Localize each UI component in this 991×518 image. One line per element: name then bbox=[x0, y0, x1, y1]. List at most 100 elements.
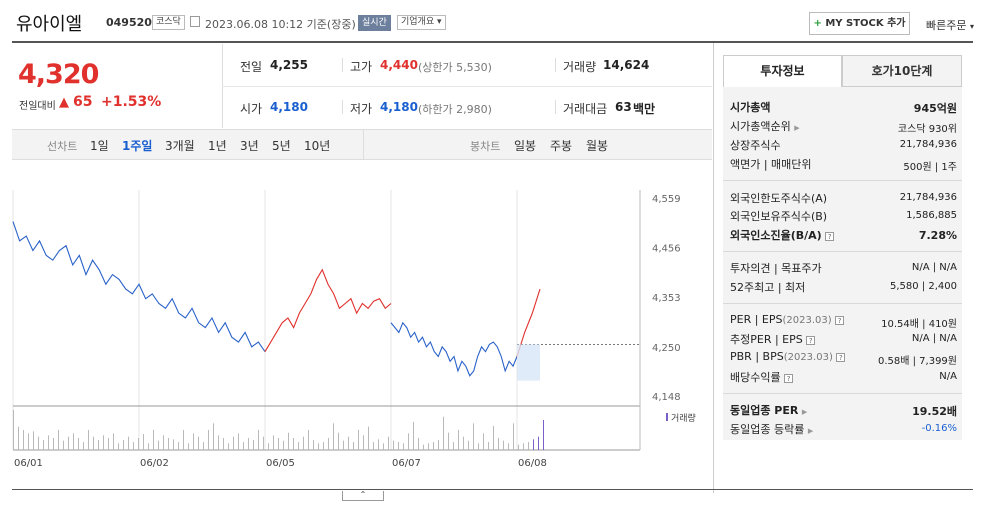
volume-bar bbox=[63, 440, 64, 450]
volume-value: 14,624 bbox=[603, 58, 650, 72]
price-series-line bbox=[516, 288, 541, 357]
tab-invest-info[interactable]: 투자정보 bbox=[723, 55, 842, 87]
company-overview-dropdown[interactable]: 기업개요 ▾ bbox=[397, 15, 446, 30]
volume-bar bbox=[233, 436, 234, 450]
volume-legend-swatch bbox=[666, 413, 668, 421]
line-chart-label: 선차트 bbox=[47, 140, 78, 153]
tab-1week[interactable]: 1주일 bbox=[122, 139, 153, 153]
x-tick-label: 06/07 bbox=[392, 458, 421, 469]
tab-monthly[interactable]: 월봉 bbox=[586, 139, 609, 153]
divider bbox=[723, 251, 962, 252]
volume-bar bbox=[363, 435, 364, 450]
open-value: 4,180 bbox=[270, 100, 308, 114]
volume-bar bbox=[263, 436, 264, 450]
quick-order-label: 빠른주문 bbox=[926, 19, 967, 32]
volume-bar bbox=[153, 430, 154, 450]
volume-bar bbox=[528, 442, 529, 450]
amount-unit: 백만 bbox=[633, 102, 656, 116]
volume-bar bbox=[23, 430, 24, 450]
volume-bar bbox=[488, 442, 489, 450]
calendar-icon bbox=[190, 16, 200, 27]
plus-icon: + bbox=[813, 18, 822, 29]
prev-close-value: 4,255 bbox=[270, 58, 308, 72]
help-icon[interactable]: ? bbox=[825, 231, 835, 241]
volume-bar bbox=[328, 438, 329, 450]
help-icon[interactable]: ? bbox=[835, 315, 845, 325]
tab-1day[interactable]: 1일 bbox=[90, 139, 109, 153]
tab-3month[interactable]: 3개월 bbox=[165, 139, 195, 153]
volume-bar bbox=[33, 431, 34, 450]
volume-bar bbox=[453, 442, 454, 450]
invest-info-panel bbox=[723, 87, 962, 440]
div-value: N/A bbox=[939, 371, 957, 382]
volume-bar bbox=[53, 438, 54, 450]
tab-3year[interactable]: 3년 bbox=[240, 139, 259, 153]
foreign-hold-label: 외국인보유주식수(B) bbox=[730, 210, 828, 223]
volume-bar bbox=[533, 439, 534, 450]
lower-limit: (하한가 2,980) bbox=[418, 103, 492, 116]
par-value: 500원 | 1주 bbox=[903, 162, 957, 173]
realtime-button[interactable]: 실시간 bbox=[358, 15, 391, 31]
w52-value: 5,580 | 2,400 bbox=[890, 281, 957, 292]
y-tick-label: 4,559 bbox=[652, 194, 681, 205]
volume-bar bbox=[403, 443, 404, 450]
volume-bar bbox=[288, 432, 289, 450]
volume-bar bbox=[78, 438, 79, 450]
volume-bar bbox=[258, 430, 259, 450]
market-badge: 코스닥 bbox=[152, 15, 185, 30]
volume-bar bbox=[373, 442, 374, 450]
industry-per-link[interactable]: 동일업종 PER ▶ bbox=[730, 402, 807, 418]
divider bbox=[342, 100, 343, 114]
price-chart: 4,559 4,456 4,353 4,250 4,148 거래량 06/01 06/02 06… bbox=[12, 190, 696, 469]
industry-per-value: 19.52배 bbox=[912, 405, 957, 418]
my-stock-add-button[interactable]: + MY STOCK 추가 bbox=[809, 12, 910, 35]
per-value: 10.54배 | 410원 bbox=[881, 319, 957, 330]
y-tick-label: 4,456 bbox=[652, 244, 681, 255]
volume-bar bbox=[508, 443, 509, 450]
collapse-button[interactable]: ⌃ bbox=[342, 491, 384, 501]
volume-bar bbox=[298, 442, 299, 450]
divider bbox=[723, 393, 962, 394]
tab-weekly[interactable]: 주봉 bbox=[550, 139, 573, 153]
today-fill bbox=[517, 344, 540, 381]
tab-orderbook[interactable]: 호가10단계 bbox=[842, 55, 962, 87]
volume-bar bbox=[193, 433, 194, 450]
volume-bar bbox=[143, 434, 144, 450]
cap-rank-link[interactable]: 시가총액순위 ▶ bbox=[730, 118, 800, 134]
volume-bar bbox=[228, 443, 229, 450]
volume-bar bbox=[103, 435, 104, 450]
tab-daily[interactable]: 일봉 bbox=[514, 139, 537, 153]
tab-1year[interactable]: 1년 bbox=[208, 139, 227, 153]
volume-bar bbox=[58, 430, 59, 450]
x-tick-label: 06/02 bbox=[140, 458, 169, 469]
est-per-value: N/A | N/A bbox=[911, 333, 957, 344]
volume-bar bbox=[48, 435, 49, 450]
volume-bar bbox=[308, 430, 309, 450]
tab-10year[interactable]: 10년 bbox=[304, 139, 331, 153]
volume-legend-label: 거래량 bbox=[671, 412, 696, 424]
volume-bar bbox=[158, 440, 159, 450]
tab-5year[interactable]: 5년 bbox=[272, 139, 291, 153]
quick-order-link[interactable]: 빠른주문 ▾ bbox=[926, 17, 974, 33]
industry-rate-link[interactable]: 동일업종 등락률 ▶ bbox=[730, 421, 813, 437]
panel-divider bbox=[713, 43, 714, 493]
volume-bar bbox=[478, 443, 479, 450]
volume-bar bbox=[343, 440, 344, 450]
volume-bar bbox=[523, 443, 524, 450]
price-series-line bbox=[264, 268, 392, 352]
volume-bar bbox=[493, 426, 494, 450]
volume-bar bbox=[38, 436, 39, 450]
volume-bar bbox=[408, 433, 409, 450]
cap-rank-value: 코스닥 930위 bbox=[897, 124, 957, 135]
help-icon[interactable]: ? bbox=[836, 352, 846, 362]
cap-rank-label: 시가총액순위 bbox=[730, 120, 791, 133]
volume-bar bbox=[413, 422, 414, 450]
change-value: 65 bbox=[73, 94, 93, 110]
help-icon[interactable]: ? bbox=[784, 373, 794, 383]
volume-bar bbox=[13, 410, 14, 450]
amount-label: 거래대금 bbox=[563, 102, 608, 116]
help-icon[interactable]: ? bbox=[806, 335, 816, 345]
volume-bar bbox=[273, 435, 274, 450]
volume-bar bbox=[338, 432, 339, 450]
quote-timestamp: 2023.06.08 10:12 기준(장중) bbox=[205, 18, 356, 31]
